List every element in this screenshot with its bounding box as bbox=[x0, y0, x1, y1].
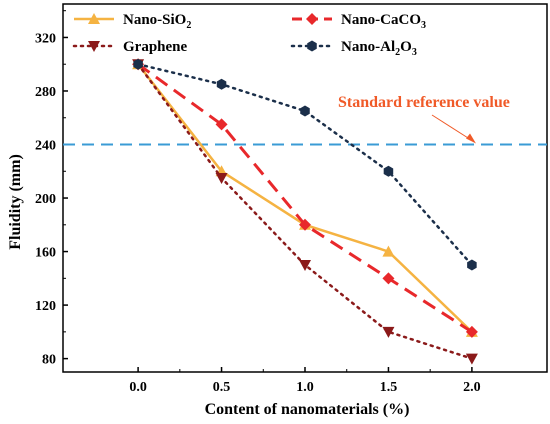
y-tick-label: 160 bbox=[35, 246, 56, 261]
data-point bbox=[467, 259, 477, 271]
data-point bbox=[299, 218, 311, 231]
x-tick-label: 0.5 bbox=[213, 380, 231, 395]
data-point bbox=[307, 40, 317, 52]
series-group bbox=[132, 58, 478, 365]
legend-label: Nano-SiO2 bbox=[123, 12, 191, 31]
axes: 0.0 0.5 1.0 1.5 2.0 80 120 160 200 240 280 320 bbox=[35, 3, 548, 395]
data-point bbox=[382, 245, 395, 257]
y-tick-label: 280 bbox=[35, 85, 56, 100]
reference-label: Standard reference value bbox=[338, 94, 510, 111]
legend-item-2: Nano-CaCO3 bbox=[292, 12, 426, 31]
data-point bbox=[88, 41, 100, 52]
y-tick-label: 120 bbox=[35, 299, 56, 314]
y-tick-label: 240 bbox=[35, 139, 56, 154]
data-point bbox=[465, 353, 478, 365]
data-point bbox=[300, 105, 310, 117]
x-tick-label: 2.0 bbox=[463, 380, 481, 395]
x-tick-label: 1.5 bbox=[380, 380, 398, 395]
data-point bbox=[382, 326, 395, 338]
y-tick-label: 320 bbox=[35, 31, 56, 46]
data-point bbox=[216, 78, 227, 90]
data-point bbox=[382, 272, 395, 285]
x-tick-label: 1.0 bbox=[296, 380, 314, 395]
y-tick-label: 200 bbox=[35, 192, 56, 207]
data-point bbox=[299, 259, 311, 271]
series-4 bbox=[133, 58, 477, 271]
legend-label: Nano-Al2O3 bbox=[341, 39, 417, 58]
legend-item-4: Nano-Al2O3 bbox=[290, 39, 417, 58]
plot-frame bbox=[62, 3, 548, 373]
reference-arrow-head bbox=[466, 133, 476, 144]
legend-label: Graphene bbox=[123, 39, 188, 55]
legend-label: Nano-CaCO3 bbox=[341, 12, 426, 31]
x-axis-title: Content of nanomaterials (%) bbox=[205, 401, 410, 418]
series-line bbox=[136, 62, 474, 267]
data-point bbox=[465, 325, 478, 338]
data-point bbox=[383, 165, 394, 177]
data-point bbox=[306, 13, 318, 25]
data-point bbox=[133, 58, 143, 70]
data-point bbox=[88, 13, 100, 24]
y-axis-title: Fluidity (mm) bbox=[7, 154, 24, 250]
legend-item-3: Graphene bbox=[72, 39, 188, 55]
reference-line-group: Standard reference value bbox=[63, 94, 547, 146]
legend: Nano-SiO2 Nano-CaCO3 Graphene Nano-Al2O3 bbox=[72, 12, 426, 58]
y-tick-label: 80 bbox=[42, 353, 56, 368]
data-point bbox=[215, 172, 228, 184]
legend-item-1: Nano-SiO2 bbox=[74, 12, 191, 31]
x-tick-label: 0.0 bbox=[129, 380, 147, 395]
data-point bbox=[215, 118, 228, 131]
reference-arrow-line bbox=[431, 114, 473, 141]
